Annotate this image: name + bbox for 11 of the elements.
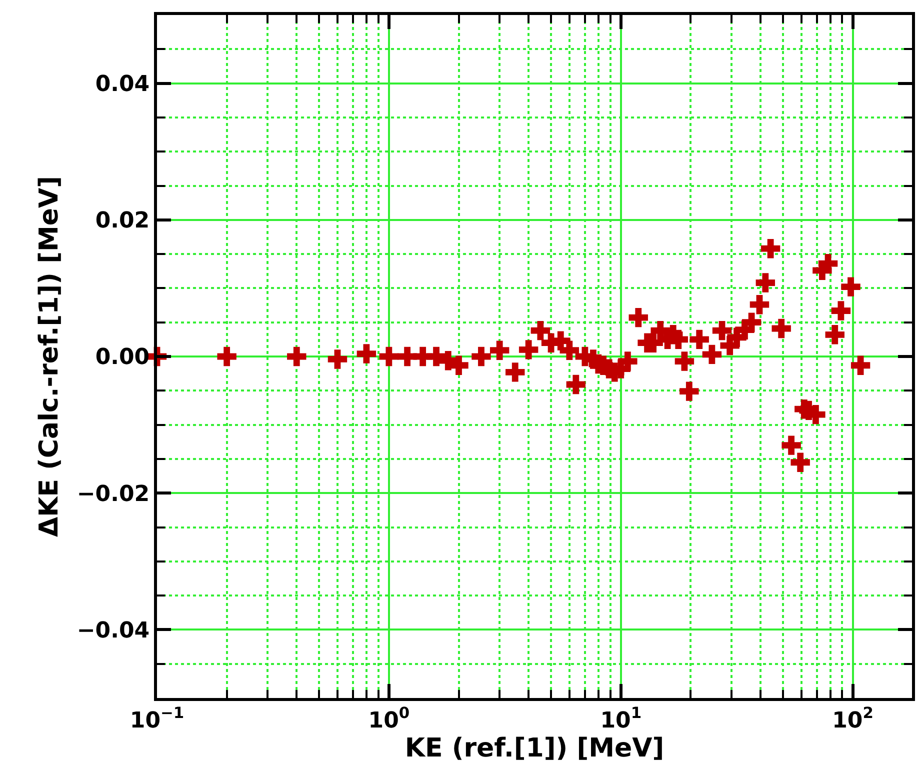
x-axis-title: KE (ref.[1]) [MeV] (404, 733, 664, 764)
x-tick-label: 10$^{2}$ (832, 704, 874, 734)
y-tick-label: −0.02 (76, 482, 150, 507)
y-tick-label: 0.00 (95, 345, 150, 370)
x-tick-label: 10$^{0}$ (368, 704, 410, 734)
y-tick-label: 0.04 (95, 72, 150, 97)
x-tick-label: 10$^{1}$ (600, 704, 642, 734)
y-axis-title: ΔKE (Calc.-ref.[1]) [MeV] (34, 176, 64, 537)
y-tick-label: −0.04 (76, 618, 150, 644)
y-tick-label: 0.02 (95, 208, 150, 234)
x-tick-label: 10$^{−1}$ (130, 704, 184, 734)
